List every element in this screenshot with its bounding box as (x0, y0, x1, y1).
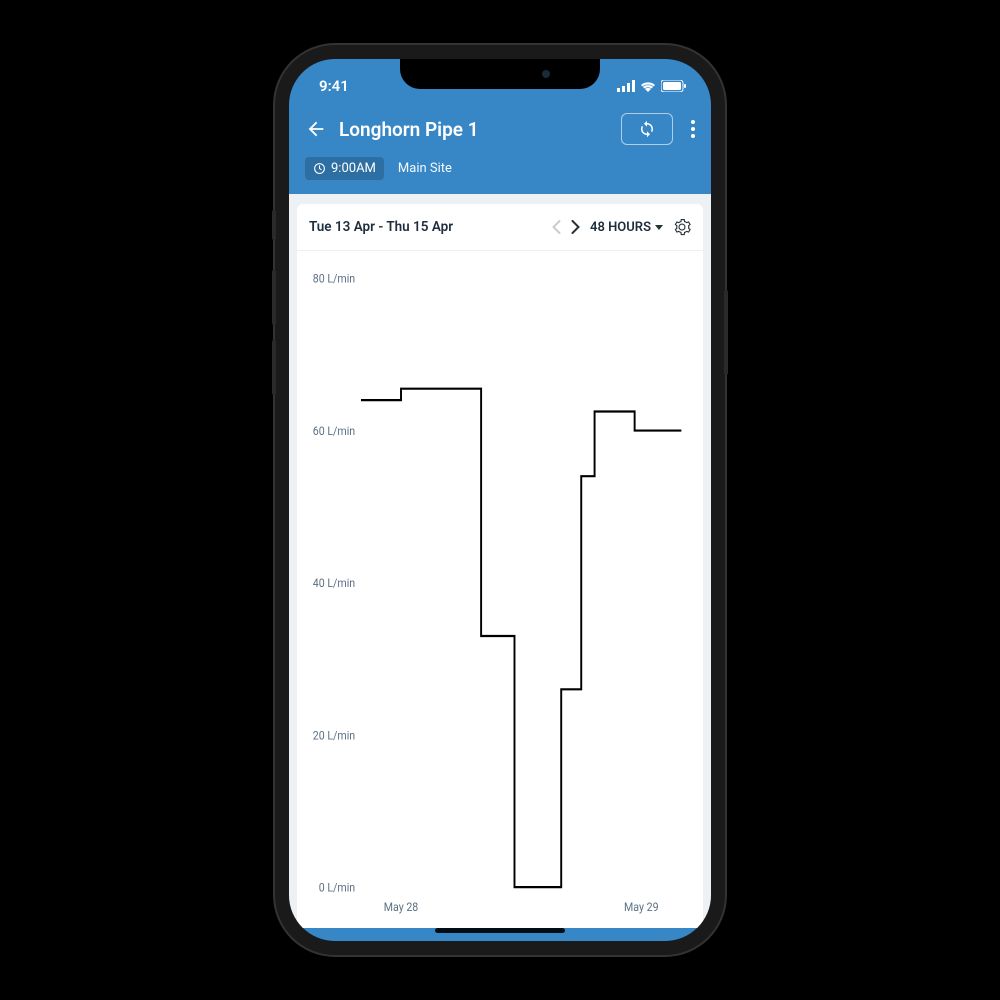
range-label: 48 HOURS (590, 220, 651, 235)
back-icon[interactable] (305, 118, 327, 140)
svg-text:60 L/min: 60 L/min (313, 423, 355, 438)
cellular-icon (617, 80, 635, 92)
wifi-icon (640, 80, 656, 92)
refresh-icon (638, 120, 656, 138)
volume-down (272, 340, 276, 395)
page-title: Longhorn Pipe 1 (339, 118, 609, 141)
range-dropdown[interactable]: 48 HOURS (590, 220, 663, 235)
chart-controls: Tue 13 Apr - Thu 15 Apr 48 HOURS (297, 204, 703, 251)
clock-icon (313, 162, 326, 175)
svg-text:May 28: May 28 (384, 900, 419, 915)
svg-text:20 L/min: 20 L/min (313, 728, 355, 743)
svg-text:40 L/min: 40 L/min (313, 575, 355, 590)
home-indicator[interactable] (435, 928, 565, 933)
more-icon[interactable] (691, 120, 695, 138)
time-chip[interactable]: 9:00AM (305, 157, 384, 180)
camera-dot (542, 70, 550, 78)
chevron-down-icon (655, 225, 663, 230)
date-range-label[interactable]: Tue 13 Apr - Thu 15 Apr (309, 219, 542, 235)
status-icons (617, 80, 687, 92)
app-header: Longhorn Pipe 1 (289, 103, 711, 194)
chart-area[interactable]: 0 L/min 20 L/min 40 L/min 60 L/min 80 L/min M… (297, 251, 703, 928)
power-button (724, 290, 728, 375)
phone-frame: 9:41 (275, 45, 725, 955)
notch (400, 59, 600, 89)
svg-text:80 L/min: 80 L/min (313, 271, 355, 286)
flow-chart: 0 L/min 20 L/min 40 L/min 60 L/min 80 L/min M… (305, 263, 691, 920)
gear-icon[interactable] (673, 218, 691, 236)
prev-icon[interactable] (552, 220, 561, 234)
time-chip-label: 9:00AM (331, 161, 376, 176)
volume-up (272, 270, 276, 325)
content-area: Tue 13 Apr - Thu 15 Apr 48 HOURS (289, 194, 711, 928)
status-time: 9:41 (319, 77, 349, 95)
svg-text:May 29: May 29 (624, 900, 659, 915)
mute-switch (272, 210, 276, 240)
chart-card: Tue 13 Apr - Thu 15 Apr 48 HOURS (297, 204, 703, 928)
screen: 9:41 (289, 59, 711, 941)
refresh-button[interactable] (621, 113, 673, 145)
site-label: Main Site (398, 161, 452, 176)
battery-icon (661, 80, 687, 92)
svg-text:0 L/min: 0 L/min (319, 880, 355, 895)
next-icon[interactable] (571, 220, 580, 234)
